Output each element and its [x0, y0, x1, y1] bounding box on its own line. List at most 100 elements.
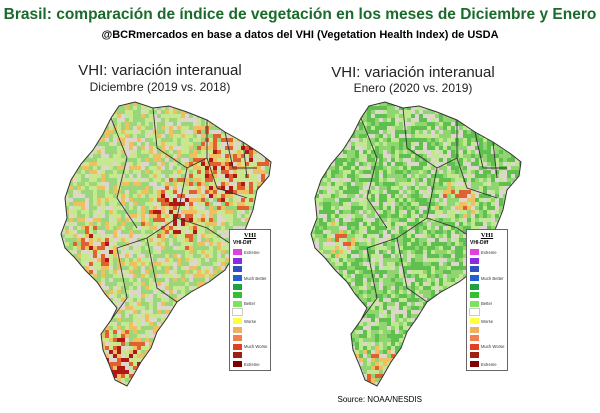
legend-swatch [470, 343, 479, 350]
legend-item: Extreme [470, 360, 504, 369]
legend-swatch [233, 266, 242, 273]
legend-swatch [470, 292, 479, 299]
legend-swatch [233, 292, 242, 299]
state-border [176, 217, 238, 249]
legend-swatch [470, 326, 479, 333]
state-border [206, 120, 248, 199]
legend-item [232, 308, 267, 317]
legend-swatch [233, 283, 242, 290]
legend-swatch [470, 275, 479, 282]
legend-swatch [470, 249, 479, 256]
state-border [242, 141, 248, 179]
legend-item [233, 351, 267, 360]
legend-label: Much Worse [244, 344, 268, 350]
panel-title-december: VHI: variación interanual [78, 62, 242, 79]
legend-label: Extreme [481, 361, 497, 367]
map-january-svg [310, 101, 522, 387]
legend-label: Worse [481, 318, 494, 324]
legend-swatch [470, 257, 479, 264]
legend-label: Better [481, 301, 493, 307]
legend-item [233, 257, 267, 266]
state-border [110, 117, 138, 229]
state-border [456, 120, 498, 199]
source-note: Source: NOAA/NESDIS [337, 395, 422, 404]
legend-item: Much Worse [233, 343, 267, 352]
panel-period-december: Diciembre (2019 vs. 2018) [89, 80, 231, 94]
legend-item: Better [233, 300, 267, 309]
legend-swatch [470, 352, 479, 359]
figure-subtitle: @BCRmercados en base a datos del VHI (Ve… [101, 29, 499, 41]
legend-item [470, 291, 504, 300]
state-border [152, 107, 208, 169]
legend-swatch [233, 300, 242, 307]
legend-label: Extreme [244, 361, 260, 367]
state-border [224, 131, 257, 169]
legend-swatch [469, 308, 480, 317]
legend-item: Worse [470, 317, 504, 326]
legend-january: VHI VHI-Diff Extreme Much Better Better Wor… [466, 229, 508, 372]
legend-rows: Extreme Much Better Better Worse Much Worse E… [232, 248, 267, 369]
legend-item [470, 282, 504, 291]
state-border [110, 247, 128, 321]
legend-item: Much Better [470, 274, 504, 283]
legend-label: Extreme [244, 249, 260, 255]
legend-swatch [233, 326, 242, 333]
state-border [360, 247, 378, 321]
legend-swatch [233, 275, 242, 282]
legend-item [233, 334, 267, 343]
panel-period-january: Enero (2020 vs. 2019) [353, 81, 473, 95]
legend-swatch [470, 283, 479, 290]
state-border [146, 237, 178, 303]
state-border [396, 237, 428, 303]
legend-label: Extreme [481, 249, 497, 255]
state-border [360, 117, 388, 229]
state-border [402, 107, 458, 169]
legend-swatch [470, 361, 479, 368]
country-outline [310, 101, 522, 387]
legend-swatch [470, 266, 479, 273]
legend-swatch [470, 335, 479, 342]
map-january [307, 98, 525, 388]
legend-item: Better [470, 300, 504, 309]
legend-label: Much Better [244, 275, 267, 281]
legend-swatch [233, 257, 242, 264]
legend-item [470, 325, 504, 334]
state-border [474, 131, 507, 169]
legend-item [233, 282, 267, 291]
figure-title: Brasil: comparación de índice de vegetac… [3, 6, 597, 23]
legend-item [470, 334, 504, 343]
legend-december: VHI VHI-Diff Extreme Much Better Better Wor… [229, 229, 271, 372]
legend-item: Extreme [233, 248, 267, 257]
legend-item [470, 265, 504, 274]
legend-item [469, 308, 504, 317]
legend-swatch [470, 318, 479, 325]
legend-swatch [233, 249, 242, 256]
legend-item: Much Worse [470, 343, 504, 352]
legend-item [233, 291, 267, 300]
legend-swatch [233, 335, 242, 342]
country-outline [60, 101, 272, 387]
legend-swatch [233, 361, 242, 368]
legend-item [233, 265, 267, 274]
legend-title: VHI [480, 232, 494, 239]
legend-item: Extreme [470, 248, 504, 257]
legend-item: Extreme [233, 360, 267, 369]
state-border [116, 167, 188, 249]
legend-label: Better [244, 301, 256, 307]
legend-item: Much Better [233, 274, 267, 283]
legend-item [470, 257, 504, 266]
legend-swatch [233, 318, 242, 325]
legend-subtitle: VHI-Diff [233, 240, 252, 246]
legend-swatch [233, 343, 242, 350]
legend-swatch [233, 352, 242, 359]
state-border [366, 167, 438, 249]
panel-title-january: VHI: variación interanual [331, 64, 495, 81]
legend-label: Worse [244, 318, 257, 324]
map-december-svg [60, 101, 272, 387]
state-border [492, 141, 498, 179]
legend-rows: Extreme Much Better Better Worse Much Worse E… [469, 248, 504, 369]
legend-label: Much Worse [481, 344, 505, 350]
legend-label: Much Better [481, 275, 504, 281]
legend-swatch [470, 300, 479, 307]
legend-swatch [232, 308, 243, 317]
